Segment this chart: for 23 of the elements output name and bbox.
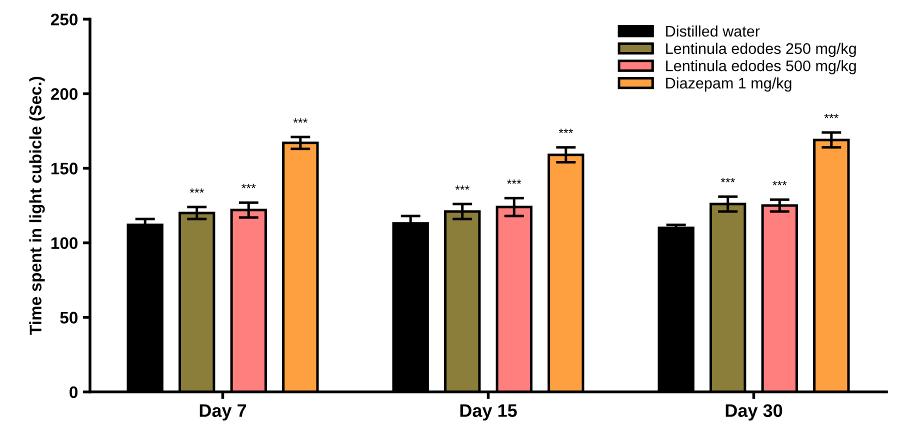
- x-tick-label: Day 7: [200, 404, 246, 421]
- y-tick-label: 0: [70, 386, 78, 398]
- y-tick-label: 100: [51, 237, 78, 250]
- y-tick-label: 200: [50, 88, 78, 100]
- legend-label: Diazepam 1 mg/kg: [666, 77, 792, 92]
- legend-label: Lentinula edodes 250 mg/kg: [666, 42, 856, 58]
- x-tick-label: Day 30: [726, 404, 782, 421]
- data-label: ***: [242, 184, 256, 188]
- y-axis-title: Time spent in light cubicle (Sec.): [29, 76, 45, 335]
- data-label: ***: [720, 178, 735, 182]
- y-tick-label: 50: [60, 312, 78, 324]
- legend-label: Lentinula edodes 500 mg/kg: [666, 60, 856, 74]
- data-label: ***: [455, 185, 470, 190]
- data-label: ***: [772, 180, 787, 186]
- data-label: ***: [293, 118, 308, 123]
- data-label: ***: [558, 128, 574, 134]
- y-tick-label: 250: [50, 14, 78, 26]
- x-tick-label: Day 15: [460, 404, 517, 421]
- legend-label: Distilled water: [666, 25, 760, 37]
- data-label: ***: [190, 188, 204, 193]
- y-tick-label: 150: [51, 162, 78, 174]
- data-label: ***: [507, 179, 522, 184]
- data-label: ***: [824, 114, 839, 118]
